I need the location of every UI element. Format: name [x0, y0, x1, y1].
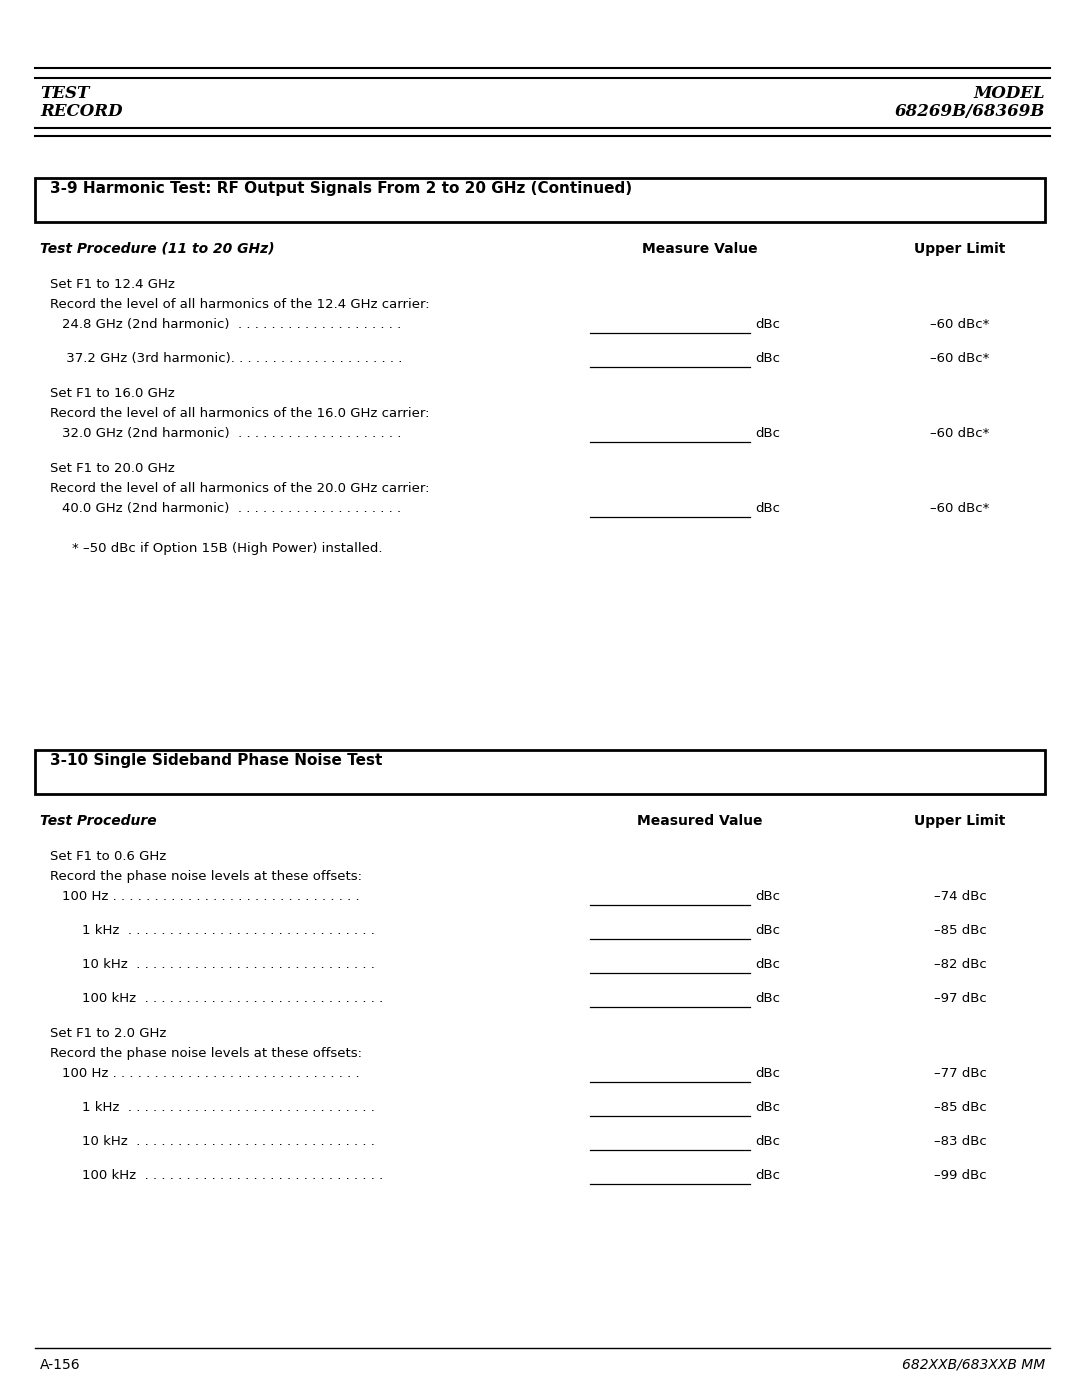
Text: 37.2 GHz (3rd harmonic). . . . . . . . . . . . . . . . . . . . .: 37.2 GHz (3rd harmonic). . . . . . . . .… [62, 352, 403, 365]
Text: dBc: dBc [755, 1067, 780, 1080]
Text: 1 kHz  . . . . . . . . . . . . . . . . . . . . . . . . . . . . . .: 1 kHz . . . . . . . . . . . . . . . . . … [82, 1101, 375, 1113]
Text: Record the level of all harmonics of the 16.0 GHz carrier:: Record the level of all harmonics of the… [50, 407, 430, 420]
Text: dBc: dBc [755, 1169, 780, 1182]
Text: 100 Hz . . . . . . . . . . . . . . . . . . . . . . . . . . . . . .: 100 Hz . . . . . . . . . . . . . . . . .… [62, 890, 360, 902]
Text: Set F1 to 16.0 GHz: Set F1 to 16.0 GHz [50, 387, 175, 400]
Text: –60 dBc*: –60 dBc* [930, 352, 989, 365]
Text: 682XXB/683XXB MM: 682XXB/683XXB MM [902, 1358, 1045, 1372]
Text: dBc: dBc [755, 992, 780, 1004]
Text: Upper Limit: Upper Limit [915, 814, 1005, 828]
Text: 32.0 GHz (2nd harmonic)  . . . . . . . . . . . . . . . . . . . .: 32.0 GHz (2nd harmonic) . . . . . . . . … [62, 427, 402, 440]
Text: RECORD: RECORD [40, 103, 122, 120]
Text: Upper Limit: Upper Limit [915, 242, 1005, 256]
Text: –85 dBc: –85 dBc [933, 1101, 986, 1113]
Text: –60 dBc*: –60 dBc* [930, 319, 989, 331]
Text: 100 kHz  . . . . . . . . . . . . . . . . . . . . . . . . . . . . .: 100 kHz . . . . . . . . . . . . . . . . … [82, 1169, 383, 1182]
Text: dBc: dBc [755, 958, 780, 971]
Text: dBc: dBc [755, 1101, 780, 1113]
Text: 3-10 Single Sideband Phase Noise Test: 3-10 Single Sideband Phase Noise Test [50, 753, 382, 768]
Text: –82 dBc: –82 dBc [933, 958, 986, 971]
Text: Measured Value: Measured Value [637, 814, 762, 828]
Text: 10 kHz  . . . . . . . . . . . . . . . . . . . . . . . . . . . . .: 10 kHz . . . . . . . . . . . . . . . . .… [82, 1134, 375, 1148]
Text: dBc: dBc [755, 890, 780, 902]
Text: Set F1 to 2.0 GHz: Set F1 to 2.0 GHz [50, 1027, 166, 1039]
Text: A-156: A-156 [40, 1358, 81, 1372]
Text: Record the phase noise levels at these offsets:: Record the phase noise levels at these o… [50, 870, 362, 883]
Text: Set F1 to 20.0 GHz: Set F1 to 20.0 GHz [50, 462, 175, 475]
Text: Record the level of all harmonics of the 20.0 GHz carrier:: Record the level of all harmonics of the… [50, 482, 430, 495]
Text: –60 dBc*: –60 dBc* [930, 427, 989, 440]
Text: Test Procedure: Test Procedure [40, 814, 157, 828]
Text: Record the phase noise levels at these offsets:: Record the phase noise levels at these o… [50, 1046, 362, 1060]
Text: 100 kHz  . . . . . . . . . . . . . . . . . . . . . . . . . . . . .: 100 kHz . . . . . . . . . . . . . . . . … [82, 992, 383, 1004]
Text: Test Procedure (11 to 20 GHz): Test Procedure (11 to 20 GHz) [40, 242, 274, 256]
FancyBboxPatch shape [35, 177, 1045, 222]
Text: 3-9 Harmonic Test: RF Output Signals From 2 to 20 GHz (Continued): 3-9 Harmonic Test: RF Output Signals Fro… [50, 182, 632, 196]
FancyBboxPatch shape [35, 750, 1045, 793]
Text: –99 dBc: –99 dBc [934, 1169, 986, 1182]
Text: 10 kHz  . . . . . . . . . . . . . . . . . . . . . . . . . . . . .: 10 kHz . . . . . . . . . . . . . . . . .… [82, 958, 375, 971]
Text: Set F1 to 12.4 GHz: Set F1 to 12.4 GHz [50, 278, 175, 291]
Text: dBc: dBc [755, 427, 780, 440]
Text: 24.8 GHz (2nd harmonic)  . . . . . . . . . . . . . . . . . . . .: 24.8 GHz (2nd harmonic) . . . . . . . . … [62, 319, 402, 331]
Text: dBc: dBc [755, 923, 780, 937]
Text: –97 dBc: –97 dBc [933, 992, 986, 1004]
Text: * –50 dBc if Option 15B (High Power) installed.: * –50 dBc if Option 15B (High Power) ins… [72, 542, 382, 555]
Text: –60 dBc*: –60 dBc* [930, 502, 989, 515]
Text: Set F1 to 0.6 GHz: Set F1 to 0.6 GHz [50, 849, 166, 863]
Text: –85 dBc: –85 dBc [933, 923, 986, 937]
Text: dBc: dBc [755, 352, 780, 365]
Text: dBc: dBc [755, 502, 780, 515]
Text: 40.0 GHz (2nd harmonic)  . . . . . . . . . . . . . . . . . . . .: 40.0 GHz (2nd harmonic) . . . . . . . . … [62, 502, 401, 515]
Text: dBc: dBc [755, 319, 780, 331]
Text: MODEL: MODEL [973, 85, 1045, 102]
Text: 68269B/68369B: 68269B/68369B [894, 103, 1045, 120]
Text: Measure Value: Measure Value [643, 242, 758, 256]
Text: 1 kHz  . . . . . . . . . . . . . . . . . . . . . . . . . . . . . .: 1 kHz . . . . . . . . . . . . . . . . . … [82, 923, 375, 937]
Text: Record the level of all harmonics of the 12.4 GHz carrier:: Record the level of all harmonics of the… [50, 298, 430, 312]
Text: 100 Hz . . . . . . . . . . . . . . . . . . . . . . . . . . . . . .: 100 Hz . . . . . . . . . . . . . . . . .… [62, 1067, 360, 1080]
Text: –74 dBc: –74 dBc [933, 890, 986, 902]
Text: –83 dBc: –83 dBc [933, 1134, 986, 1148]
Text: TEST: TEST [40, 85, 90, 102]
Text: –77 dBc: –77 dBc [933, 1067, 986, 1080]
Text: dBc: dBc [755, 1134, 780, 1148]
